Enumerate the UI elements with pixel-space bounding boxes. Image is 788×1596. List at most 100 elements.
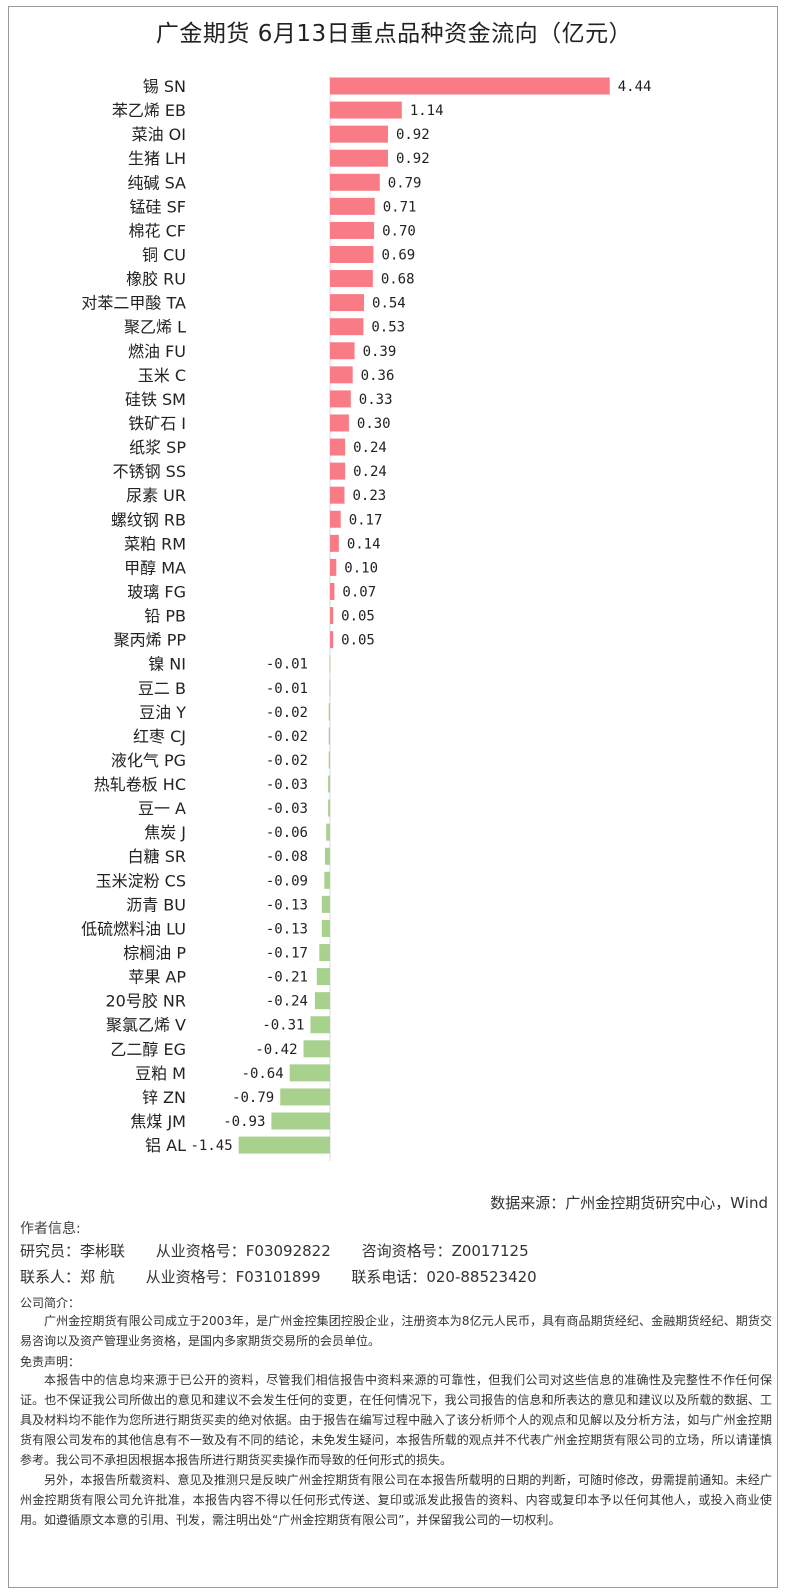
value-label: 0.10 <box>344 560 378 576</box>
value-label: 0.14 <box>347 536 381 552</box>
category-label: 菜油 OI <box>132 125 186 144</box>
category-label: 棉花 CF <box>129 221 186 240</box>
value-label: 0.54 <box>372 296 406 312</box>
bar <box>238 1136 330 1154</box>
category-label: 玉米淀粉 CS <box>96 871 186 890</box>
bar <box>314 992 330 1010</box>
category-label: 聚丙烯 PP <box>114 631 187 650</box>
category-label: 纸浆 SP <box>129 438 186 457</box>
contact-license: 从业资格号：F03101899 <box>145 1268 321 1286</box>
category-label: 铅 PB <box>144 607 186 626</box>
value-label: -0.17 <box>266 946 308 962</box>
author-info: 作者信息: 研究员：李彬联 从业资格号：F03092822 咨询资格号：Z001… <box>20 1218 770 1290</box>
category-label: 尿素 UR <box>126 486 186 505</box>
value-label: 0.23 <box>352 488 386 504</box>
category-label: 沥青 BU <box>126 895 186 914</box>
value-label: -0.24 <box>266 994 308 1010</box>
value-label: 0.36 <box>361 368 395 384</box>
category-label: 铝 AL <box>145 1136 186 1155</box>
bar <box>330 414 349 432</box>
value-label: 0.17 <box>349 512 383 528</box>
category-label: 硅铁 SM <box>125 390 186 409</box>
category-label: 镍 NI <box>148 655 186 674</box>
contact-phone: 联系电话：020-88523420 <box>351 1268 537 1286</box>
category-label: 不锈钢 SS <box>113 462 186 481</box>
chart-title: 广金期货 6月13日重点品种资金流向（亿元） <box>155 21 633 47</box>
disclaimer-title: 免责声明： <box>20 1355 81 1369</box>
contact-name: 联系人：郑 航 <box>20 1268 115 1286</box>
category-label: 玉米 C <box>138 366 186 385</box>
bar <box>330 390 351 408</box>
category-label: 乙二醇 EG <box>110 1040 186 1059</box>
category-label: 铜 CU <box>142 245 186 264</box>
value-label: 4.44 <box>618 79 652 95</box>
bar <box>330 558 337 576</box>
value-label: -0.01 <box>266 681 308 697</box>
bar <box>326 823 330 841</box>
value-label: -0.31 <box>262 1018 304 1034</box>
category-label: 苯乙烯 EB <box>112 101 186 120</box>
category-label: 锌 ZN <box>142 1088 186 1107</box>
bar <box>280 1088 330 1106</box>
category-label: 锰硅 SF <box>130 197 186 216</box>
category-label: 苹果 AP <box>128 968 186 987</box>
value-label: -0.02 <box>266 705 308 721</box>
value-label: 0.24 <box>353 440 387 456</box>
bar <box>330 77 610 95</box>
category-label: 豆粕 M <box>135 1064 186 1083</box>
category-label: 20号胶 NR <box>105 992 186 1011</box>
bar <box>330 631 334 649</box>
value-label: 0.70 <box>382 223 416 239</box>
category-label: 聚氯乙烯 V <box>106 1016 186 1035</box>
contact-row: 联系人：郑 航 从业资格号：F03101899 联系电话：020-8852342… <box>20 1264 770 1290</box>
bar <box>329 655 331 673</box>
value-label: -0.09 <box>266 873 308 889</box>
category-label: 铁矿石 I <box>128 414 186 433</box>
category-label: 燃油 FU <box>128 342 186 361</box>
category-label: 橡胶 RU <box>126 270 186 289</box>
bar <box>330 270 373 288</box>
bar <box>316 968 330 986</box>
bar <box>328 727 330 745</box>
value-label: 0.92 <box>396 151 430 167</box>
value-label: 0.05 <box>341 609 375 625</box>
value-label: -0.42 <box>255 1042 297 1058</box>
bar <box>328 799 330 817</box>
value-label: -1.45 <box>190 1138 232 1154</box>
disclaimer-paragraph-2: 另外，本报告所载资料、意见及推测只是反映广州金控期货有限公司在本报告所载明的日期… <box>20 1473 772 1527</box>
bar <box>330 582 335 600</box>
category-label: 红枣 CJ <box>133 727 186 746</box>
bar <box>310 1016 330 1034</box>
researcher-consult: 咨询资格号：Z0017125 <box>361 1242 529 1260</box>
value-label: 1.14 <box>410 103 444 119</box>
category-label: 甲醇 MA <box>124 558 186 577</box>
value-label: 0.79 <box>388 175 422 191</box>
category-label: 菜粕 RM <box>124 534 186 553</box>
bar <box>328 751 330 769</box>
value-label: -0.64 <box>242 1066 284 1082</box>
value-label: -0.01 <box>266 657 308 673</box>
bar <box>329 679 331 697</box>
bar-chart: 锡 SN 4.44 苯乙烯 EB 1.14 菜油 OI 0.92 生猪 LH 0.92 纯碱 S… <box>81 76 652 1162</box>
value-label: -0.21 <box>266 970 308 986</box>
disclaimer-paragraph-1: 本报告中的信息均来源于已公开的资料，尽管我们相信报告中资料来源的可靠性，但我们公… <box>20 1373 772 1467</box>
category-label: 纯碱 SA <box>128 173 187 192</box>
value-label: 0.39 <box>363 344 397 360</box>
bar <box>324 847 330 865</box>
author-heading: 作者信息: <box>20 1221 81 1237</box>
bar <box>289 1064 330 1082</box>
bar <box>330 245 374 263</box>
bar <box>330 438 346 456</box>
value-label: 0.71 <box>383 199 417 215</box>
value-label: 0.68 <box>381 272 415 288</box>
bar <box>330 534 339 552</box>
researcher-license: 从业资格号：F03092822 <box>155 1242 331 1260</box>
page-frame <box>8 6 778 1588</box>
value-label: -0.08 <box>266 849 308 865</box>
value-label: 0.05 <box>341 633 375 649</box>
value-label: 0.53 <box>371 320 405 336</box>
category-label: 对苯二甲酸 TA <box>81 294 186 313</box>
bar <box>330 607 334 625</box>
bar <box>328 775 330 793</box>
category-label: 豆一 A <box>138 799 186 818</box>
